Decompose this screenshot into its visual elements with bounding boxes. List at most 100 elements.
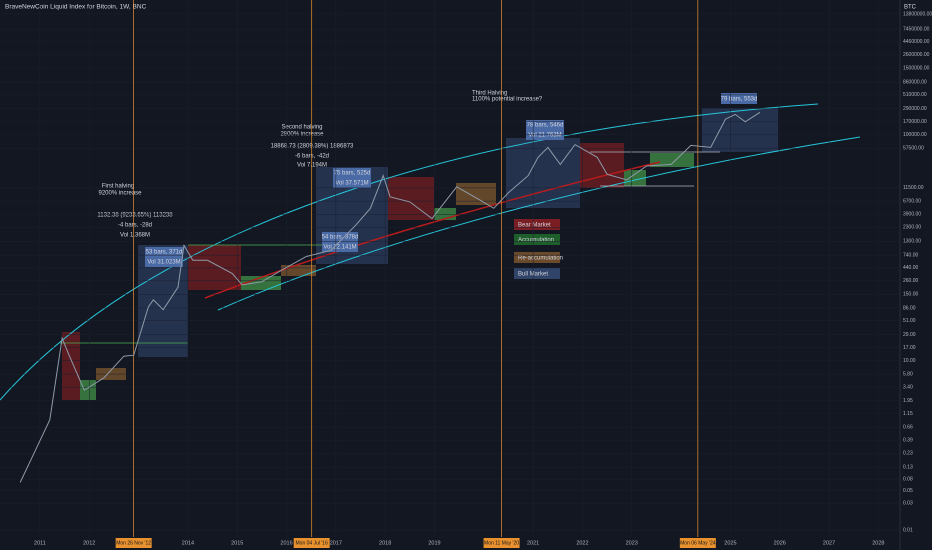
- measure-box: [322, 232, 358, 252]
- legend-swatch: [514, 219, 560, 230]
- bull-zone: [702, 108, 778, 152]
- chart-title: BraveNewCoin Liquid Index for Bitcoin, 1…: [5, 4, 147, 11]
- annotation: -4 bars, -28d: [118, 223, 152, 229]
- legend-label: Re-accumulation: [518, 256, 563, 262]
- y-tick-label: 11500.00: [903, 185, 924, 191]
- annotation: Vol 1.368M: [120, 233, 150, 239]
- y-tick-label: 100000.00: [903, 132, 927, 138]
- x-tick-label: 2015: [231, 540, 243, 546]
- halving-label: Mon 06 May '24: [680, 540, 716, 546]
- y-tick-label: 1300.00: [903, 239, 921, 245]
- halving-label-box: [679, 538, 716, 548]
- y-tick-label: 740.00: [903, 252, 919, 258]
- reaccumulation-zone: [281, 265, 316, 276]
- annotation: Vol 21.763M: [528, 133, 561, 139]
- accumulation-zone: [241, 276, 281, 290]
- annotation: 78 bars, 546d: [527, 123, 564, 129]
- annotation: Vol 22.141M: [323, 245, 356, 251]
- halving-label-box: [115, 538, 152, 548]
- annotation: 1100% potential increase?: [472, 97, 543, 103]
- annotation: 9200% increase: [98, 191, 142, 197]
- halving-label-box: [293, 538, 330, 548]
- y-tick-label: 17.00: [903, 345, 916, 351]
- x-tick-label: 2022: [576, 540, 588, 546]
- y-tick-label: 0.66: [903, 425, 913, 431]
- annotation: Vol 37.571M: [335, 181, 368, 187]
- y-tick-label: 1.15: [903, 411, 913, 417]
- x-tick-label: 2014: [182, 540, 194, 546]
- x-tick-label: 2017: [330, 540, 342, 546]
- legend-label: Bear Market: [518, 223, 551, 229]
- y-tick-label: 51.00: [903, 318, 916, 324]
- halving-label: Mon 26 Nov '12: [116, 540, 151, 546]
- x-tick-label: 2018: [379, 540, 391, 546]
- y-tick-label: 260.00: [903, 278, 919, 284]
- y-tick-label: 86.00: [903, 305, 916, 311]
- y-tick-label: 0.39: [903, 438, 913, 444]
- y-tick-label: 170000.00: [903, 119, 927, 125]
- y-tick-label: 4460000.00: [903, 39, 930, 45]
- annotation: 75 bars, 525d: [334, 171, 371, 177]
- y-tick-label: 0.03: [903, 501, 913, 507]
- annotation: 54 bars, 378d: [322, 235, 359, 241]
- trend-curves: [0, 103, 861, 401]
- x-tick-label: 2012: [83, 540, 95, 546]
- accumulation-zone: [650, 153, 694, 167]
- currency-label: BTC: [904, 5, 917, 11]
- annotation: First halving: [102, 184, 134, 190]
- annotation: Third Halving: [472, 91, 507, 97]
- price-line: [19, 111, 761, 483]
- legend-label: Accumulation: [518, 238, 554, 244]
- reaccumulation-zone: [456, 183, 496, 205]
- annotation: Second halving: [281, 125, 322, 131]
- y-tick-label: 2600000.00: [903, 52, 930, 58]
- annotation: 1132.38 (9233.65%) 113238: [97, 213, 173, 219]
- halving-label: Mon 11 May '20: [484, 540, 519, 546]
- y-tick-label: 6700.00: [903, 198, 921, 204]
- y-tick-label: 150.00: [903, 292, 919, 298]
- y-tick-label: 57500.00: [903, 146, 924, 152]
- halving-label-box: [483, 538, 520, 548]
- bear-zone: [188, 245, 241, 290]
- legend-swatch: [514, 252, 560, 263]
- annotation: 53 bars, 371d: [146, 250, 183, 256]
- x-tick-label: 2021: [527, 540, 539, 546]
- measure-box: [333, 168, 371, 188]
- x-tick-label: 2019: [428, 540, 440, 546]
- y-tick-label: 0.01: [903, 527, 913, 533]
- measure-box: [145, 247, 183, 267]
- y-tick-label: 3.40: [903, 385, 913, 391]
- y-tick-label: 5.80: [903, 371, 913, 377]
- x-tick-label: 2011: [34, 540, 46, 546]
- y-tick-label: 0.13: [903, 465, 913, 471]
- y-tick-label: 0.08: [903, 476, 913, 482]
- accumulation-zone: [624, 170, 646, 186]
- accumulation-zone: [80, 380, 96, 400]
- legend-swatch: [514, 234, 560, 245]
- upper-curve: [0, 103, 819, 401]
- y-tick-label: 7450000.00: [903, 26, 930, 32]
- y-tick-label: 10.00: [903, 358, 916, 364]
- y-tick-label: 440.00: [903, 265, 919, 271]
- y-tick-label: 2300.00: [903, 225, 921, 231]
- legend-swatch: [514, 268, 560, 279]
- x-tick-label: 2023: [626, 540, 638, 546]
- x-tick-label: 2027: [823, 540, 835, 546]
- annotation: 79 bars, 553d: [721, 97, 758, 103]
- halving-label: Mon 04 Jul '16: [296, 540, 329, 546]
- y-tick-label: 1500000.00: [903, 66, 930, 72]
- x-tick-label: 2028: [872, 540, 884, 546]
- x-tick-label: 2025: [724, 540, 736, 546]
- y-tick-label: 13800000.00: [903, 11, 932, 17]
- y-tick-label: 3900.00: [903, 212, 921, 218]
- y-tick-label: 29.00: [903, 332, 916, 338]
- annotations: First halving 9200% increase 1132.38 (92…: [97, 91, 757, 267]
- y-tick-label: 860000.00: [903, 79, 927, 85]
- bear-zone: [62, 332, 80, 400]
- y-tick-label: 1.95: [903, 398, 913, 404]
- lower-curve: [217, 136, 861, 311]
- measure-box: [721, 93, 757, 104]
- annotation: Vol 31.023M: [147, 260, 180, 266]
- y-tick-label: 510000.00: [903, 92, 927, 98]
